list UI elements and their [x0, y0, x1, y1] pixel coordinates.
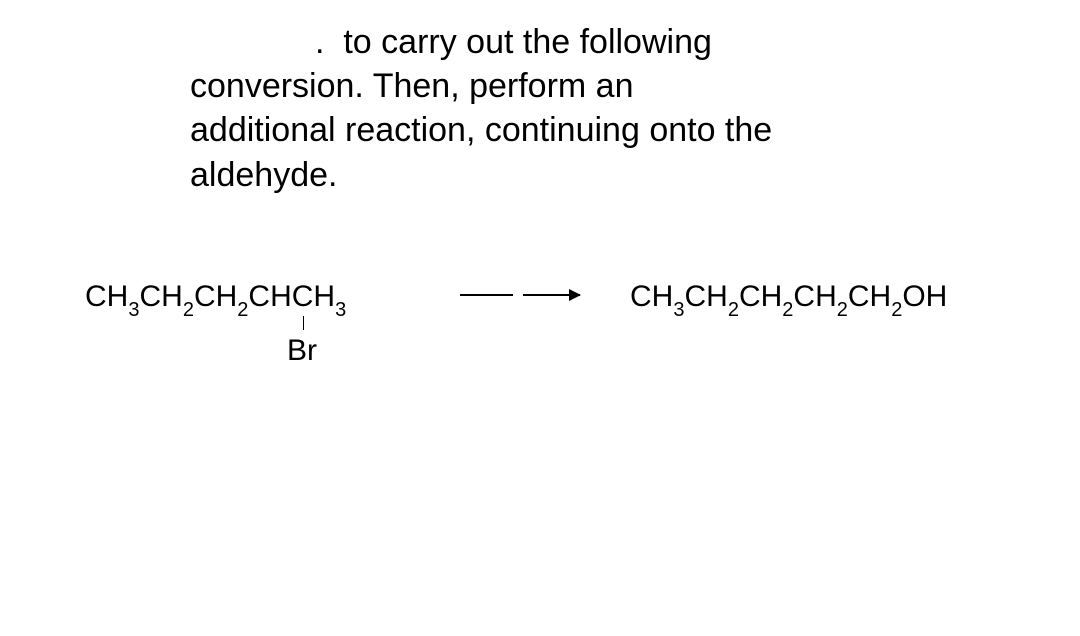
seg-sub: 3	[128, 299, 139, 321]
seg: CH	[793, 280, 836, 313]
seg-sub: 2	[782, 299, 793, 321]
reaction-scheme: CH3CH2CH2CHCH3 Br CH3CH2CH2CH2CH2OH	[85, 280, 1005, 400]
q-line2: conversion. Then, perform an	[190, 67, 634, 105]
seg: CH	[848, 280, 891, 313]
seg: CH	[194, 280, 237, 313]
seg: CH	[684, 280, 727, 313]
question-text: . to carry out the following conversion.…	[190, 20, 910, 197]
seg: CH	[139, 280, 182, 313]
seg-sub: 2	[183, 299, 194, 321]
q-line3: additional reaction, continuing onto the	[190, 111, 772, 149]
reactant-formula: CH3CH2CH2CHCH3	[85, 280, 346, 319]
seg-sub: 2	[837, 299, 848, 321]
product-formula: CH3CH2CH2CH2CH2OH	[630, 280, 947, 319]
seg-sub: 2	[237, 299, 248, 321]
q-line4: aldehyde.	[190, 156, 337, 194]
dot: .	[315, 23, 324, 61]
seg: CH	[85, 280, 128, 313]
bond-line	[303, 316, 304, 330]
seg-sub: 3	[673, 299, 684, 321]
seg: CHCH	[248, 280, 335, 313]
q-line1: to carry out the following	[343, 23, 712, 61]
substituent-label: Br	[287, 334, 317, 368]
seg-sub: 2	[891, 299, 902, 321]
arrow-gap	[513, 292, 523, 298]
seg: CH	[630, 280, 673, 313]
seg-sub: 3	[335, 299, 346, 321]
seg-sub: 2	[728, 299, 739, 321]
seg: OH	[902, 280, 947, 313]
seg: CH	[739, 280, 782, 313]
